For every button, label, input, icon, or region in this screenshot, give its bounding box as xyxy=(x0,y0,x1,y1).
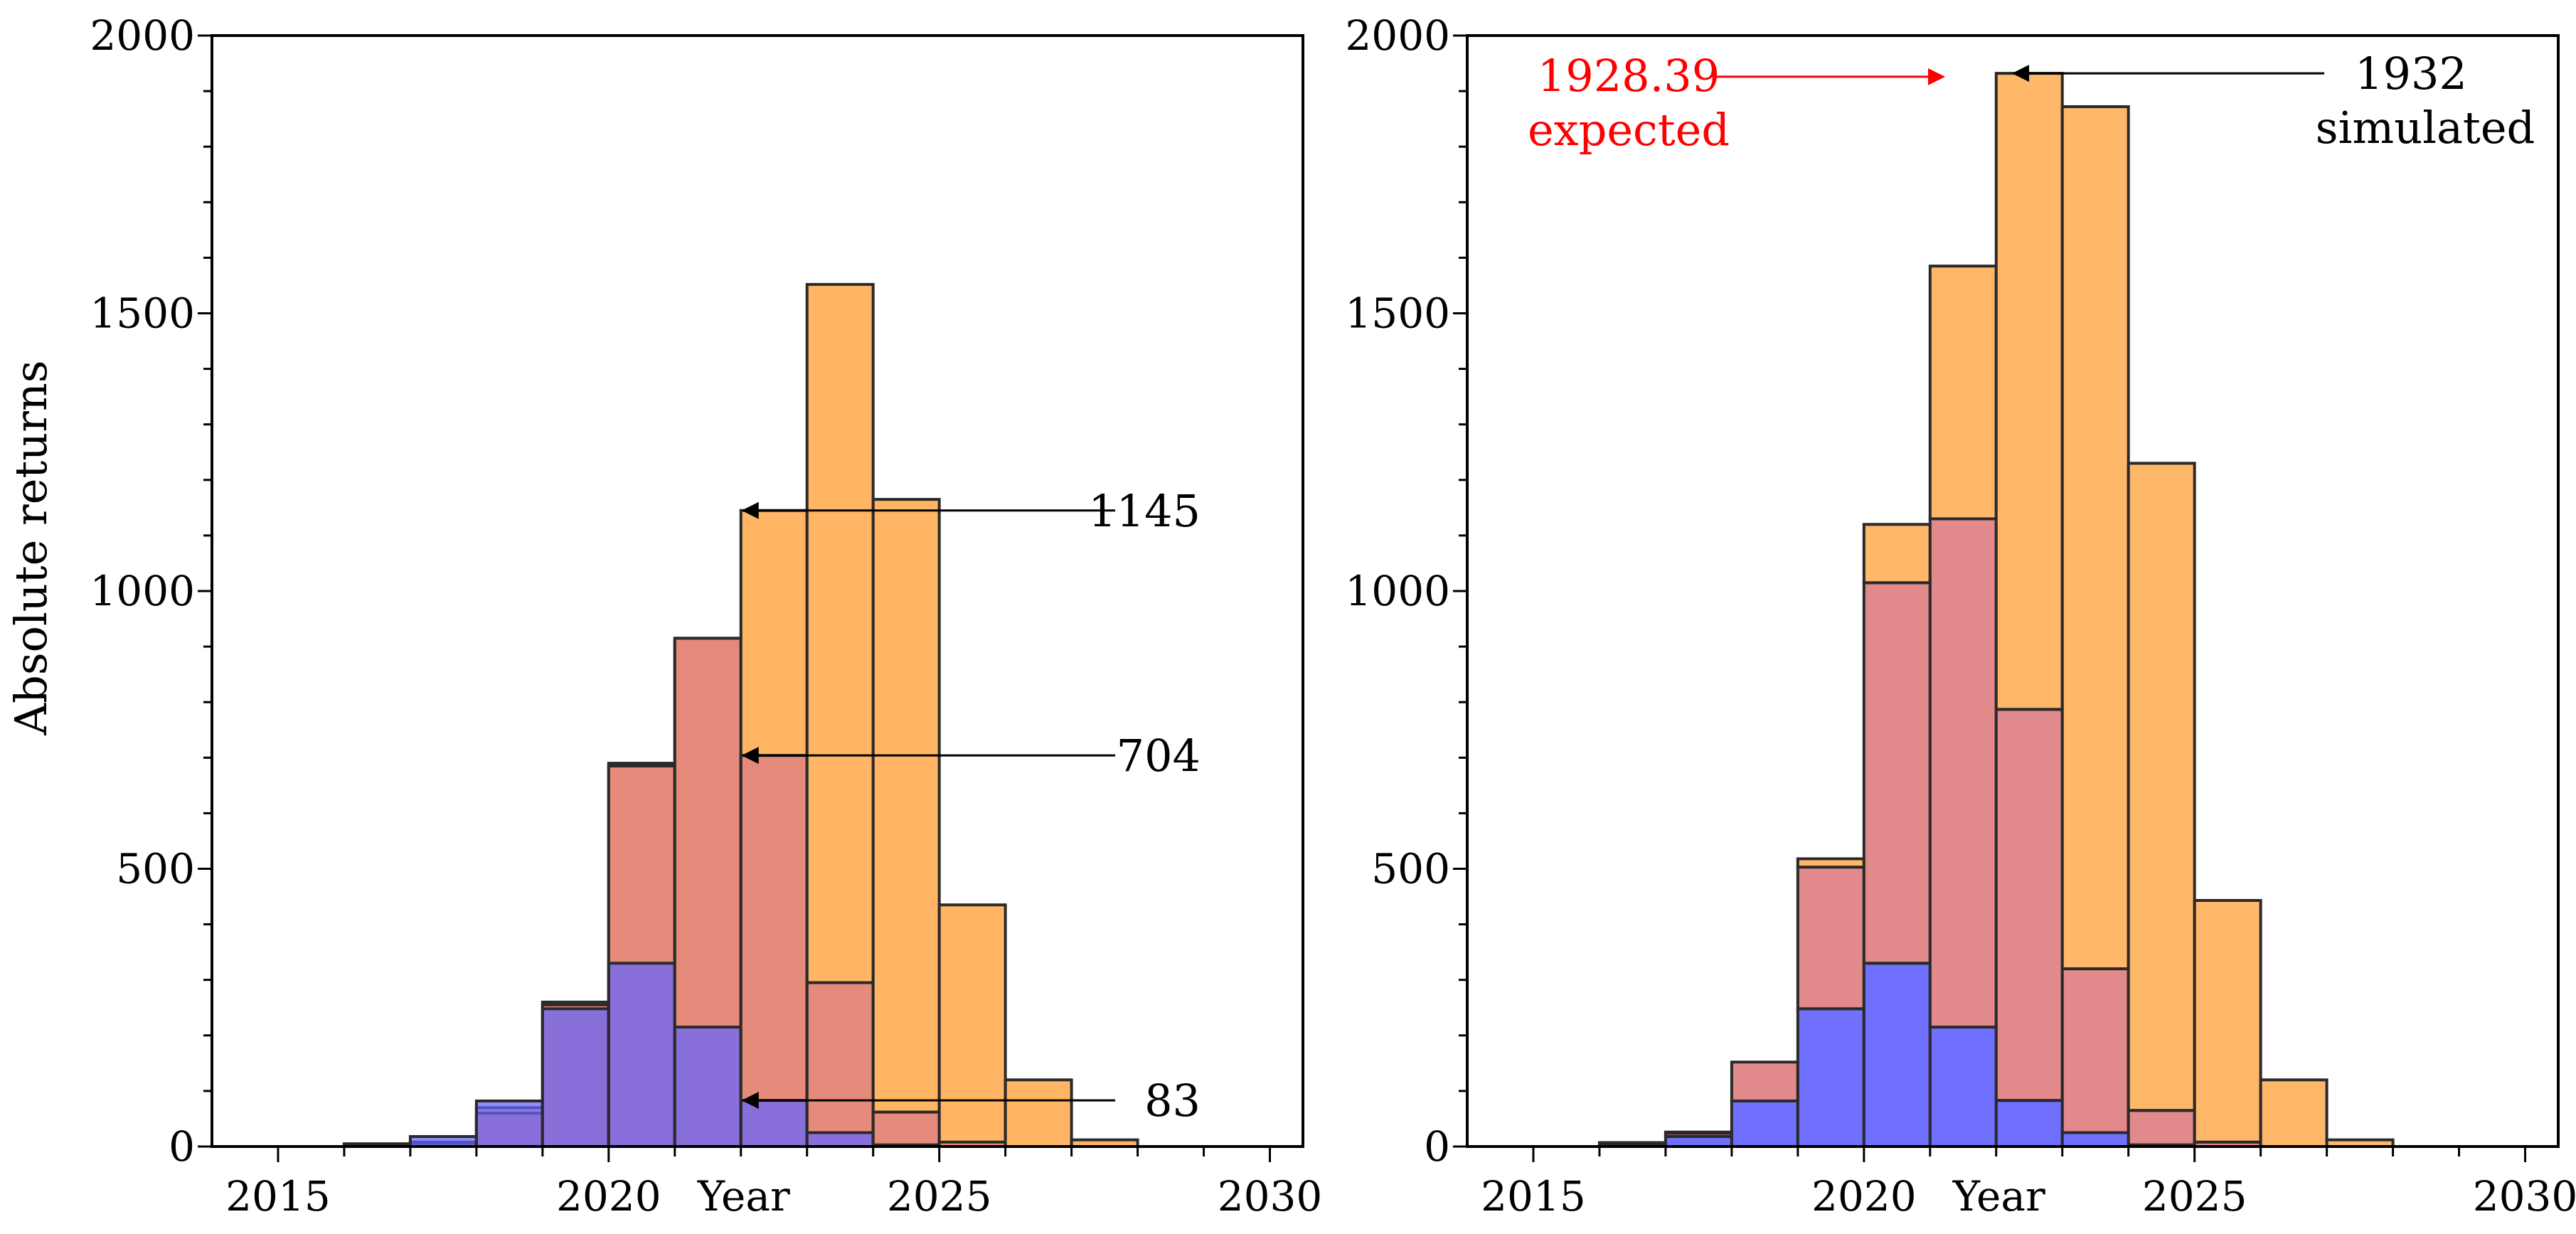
y-tick-label-right-1000: 1000 xyxy=(1345,567,1450,615)
bar-right-series2-9 xyxy=(2127,1109,2196,1147)
y-tick-label-right-500: 500 xyxy=(1371,845,1450,893)
x-axis-title-left: Year xyxy=(697,1172,790,1220)
y-tick-label-left-0: 0 xyxy=(169,1122,195,1171)
bar-right-series1-5 xyxy=(1862,523,1932,585)
y-tick-label-right-1500: 1500 xyxy=(1345,289,1450,338)
bar-left-series2-8 xyxy=(805,981,875,1148)
annotation-label-left-2: 83 xyxy=(1144,1075,1201,1127)
bar-right-series3-5 xyxy=(1862,962,1932,1149)
bar-right-series3-7 xyxy=(1994,1099,2064,1148)
bar-left-series3-2 xyxy=(408,1134,478,1149)
bar-right-series3-2 xyxy=(1664,1134,1733,1149)
bar-right-series1-2 xyxy=(1664,1130,1733,1135)
bar-right-series3-8 xyxy=(2060,1131,2130,1148)
x-tick-label-right-2025: 2025 xyxy=(2142,1172,2247,1220)
bar-right-series3-6 xyxy=(1928,1026,1998,1148)
bar-left-series3-6 xyxy=(673,1026,743,1148)
bar-right-series1-8 xyxy=(2060,105,2130,971)
annotation-label-left-1: 704 xyxy=(1117,730,1201,782)
y-tick-label-left-1000: 1000 xyxy=(90,567,195,615)
bar-left-series3-5 xyxy=(607,962,676,1149)
x-axis-title-right: Year xyxy=(1952,1172,2045,1220)
bar-right-series2-6 xyxy=(1928,517,1998,1029)
x-tick-label-left-2025: 2025 xyxy=(887,1172,992,1220)
bar-right-series1-10 xyxy=(2193,899,2262,1144)
bar-right-series2-5 xyxy=(1862,581,1932,965)
x-tick-label-left-2015: 2015 xyxy=(225,1172,331,1220)
left-chart: 2015 2020 2025 2030 Year 0 500 1000 1500 2000 114… xyxy=(90,11,1322,1220)
bar-left-series2-7 xyxy=(739,754,809,1148)
y-tick-label-left-2000: 2000 xyxy=(90,11,195,60)
bar-left-series1-9 xyxy=(871,498,941,1148)
y-tick-label-right-2000: 2000 xyxy=(1345,11,1450,60)
x-tick-label-left-2030: 2030 xyxy=(1218,1172,1323,1220)
bar-left-series1-10 xyxy=(937,903,1007,1148)
x-tick-label-right-2015: 2015 xyxy=(1481,1172,1586,1220)
bar-right-series3-4 xyxy=(1796,1007,1866,1149)
bar-right-series1-11 xyxy=(2259,1078,2328,1149)
annotation-label-simulated: 1932 xyxy=(2355,48,2467,100)
bar-right-series1-4 xyxy=(1796,857,1866,869)
right-chart: 2015 2020 2025 2030 Year 0 500 1000 1500 2000 192… xyxy=(1345,11,2576,1220)
bar-left-series2-9 xyxy=(871,1110,941,1149)
x-tick-label-right-2020: 2020 xyxy=(1811,1172,1917,1220)
bar-left-series3-3 xyxy=(474,1099,544,1149)
bar-left-series3-8 xyxy=(805,1131,875,1148)
bar-right-series2-8 xyxy=(2060,967,2130,1134)
bar-right-series2-7 xyxy=(1994,708,2064,1102)
x-tick-label-left-2020: 2020 xyxy=(556,1172,661,1220)
bar-right-series1-6 xyxy=(1928,265,1998,521)
y-tick-label-left-500: 500 xyxy=(116,845,195,893)
annotation-sublabel-simulated: simulated xyxy=(2316,102,2535,154)
bar-left-series3-4 xyxy=(541,1007,610,1149)
bar-right-series1-9 xyxy=(2127,462,2196,1112)
bar-right-series3-3 xyxy=(1730,1099,1799,1149)
annotation-label-left-0: 1145 xyxy=(1088,485,1201,537)
bar-left-series3-7 xyxy=(739,1099,809,1148)
x-tick-label-right-2030: 2030 xyxy=(2473,1172,2576,1220)
y-tick-label-right-0: 0 xyxy=(1424,1122,1450,1171)
bar-right-series2-1 xyxy=(1597,1141,1667,1146)
annotation-sublabel-expected: expected xyxy=(1528,104,1730,156)
bar-right-series2-3 xyxy=(1730,1060,1799,1102)
y-axis-title: Absolute returns xyxy=(5,360,57,735)
annotation-label-expected: 1928.39 xyxy=(1538,50,1720,102)
bar-left-series1-11 xyxy=(1004,1078,1073,1149)
bar-right-series2-4 xyxy=(1796,866,1866,1011)
bar-right-series1-7 xyxy=(1994,72,2064,711)
y-tick-label-left-1500: 1500 xyxy=(90,289,195,338)
